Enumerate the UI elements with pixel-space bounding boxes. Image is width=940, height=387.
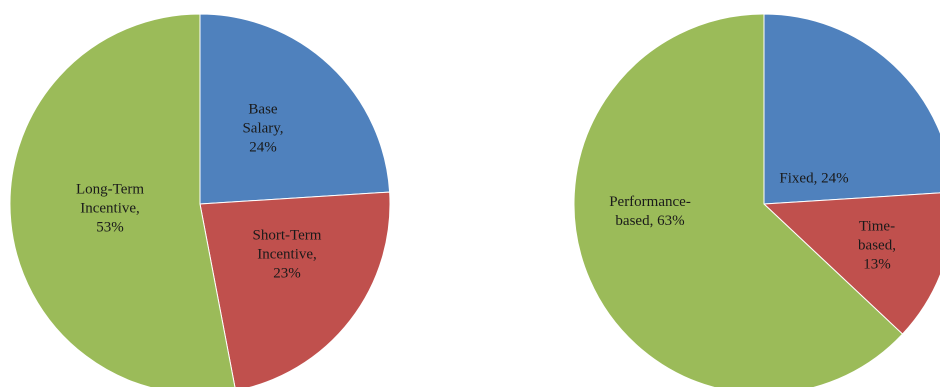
slice-performance-based-label: based, 63% — [615, 213, 684, 229]
slice-short-term-incentive-label: 23% — [273, 265, 301, 281]
slice-time-based-label: Time- — [859, 218, 895, 234]
slice-performance-based — [573, 13, 904, 387]
slice-fixed — [763, 13, 940, 205]
slice-time-based-label: 13% — [863, 256, 891, 272]
slice-time-based — [762, 192, 940, 335]
slice-short-term-incentive-label: Incentive, — [257, 246, 317, 262]
slice-long-term-incentive-label: Incentive, — [80, 200, 140, 216]
slice-short-term-incentive — [199, 191, 391, 387]
slice-long-term-incentive-label: 53% — [96, 219, 124, 235]
slice-fixed-label: Fixed, 24% — [779, 170, 848, 186]
slice-base-salary — [199, 13, 391, 205]
slice-short-term-incentive-label: Short-Term — [253, 227, 322, 243]
slice-base-salary-label: Salary, — [242, 120, 283, 136]
pie-chart-compensation-mix: Base Salary, 24% Short-Term Incentive, 23% Lon… — [9, 13, 391, 387]
slice-base-salary-label: Base — [248, 101, 278, 117]
pie-chart-pay-type-mix: Fixed, 24% Time-based, 13% Performance-base… — [573, 13, 940, 387]
slice-performance-based-label: Performance- — [609, 194, 691, 210]
slice-time-based-label: based, — [858, 237, 896, 253]
slice-base-salary-label: 24% — [249, 139, 277, 155]
slice-long-term-incentive — [9, 13, 236, 387]
slice-long-term-incentive-label: Long-Term — [76, 181, 144, 197]
